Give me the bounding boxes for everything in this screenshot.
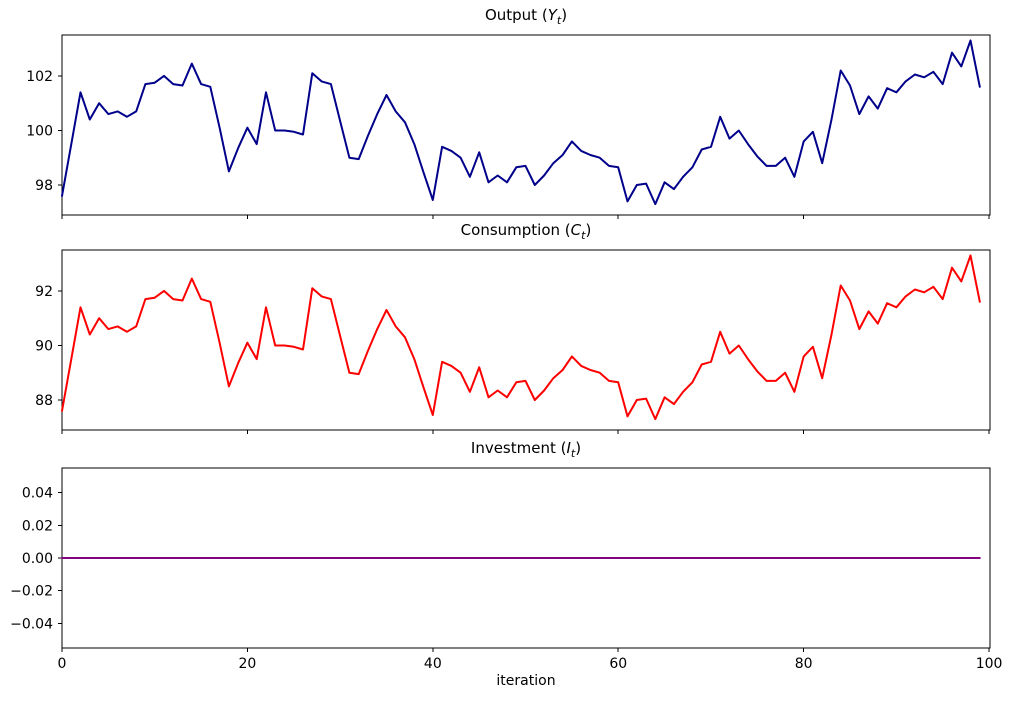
- series-line: [61, 254, 981, 421]
- title-math-var: C: [570, 221, 582, 239]
- y-tick-label: 88: [35, 393, 53, 409]
- axes-frame: [61, 249, 991, 431]
- x-tick-label: 0: [58, 656, 67, 672]
- y-tick-label: 90: [35, 338, 53, 354]
- title-text: Consumption (: [460, 221, 571, 239]
- title-math-sub: t: [570, 447, 576, 460]
- y-tick-label: 100: [26, 123, 53, 139]
- chart-title-consumption: Consumption (Ct): [62, 221, 990, 242]
- x-tick-label: 100: [976, 656, 1003, 672]
- title-math-sub: t: [556, 14, 562, 27]
- y-tick-label: 92: [35, 284, 53, 300]
- title-text: ): [575, 439, 582, 457]
- x-tick-label: 40: [424, 656, 442, 672]
- x-tick-label: 20: [239, 656, 257, 672]
- y-tick-label: 0.00: [22, 551, 53, 567]
- y-tick-label: 98: [35, 178, 53, 194]
- y-tick-label: 102: [26, 69, 53, 85]
- title-text: ): [561, 6, 568, 24]
- axes-frame: [61, 34, 991, 216]
- title-text: Investment (: [470, 439, 567, 457]
- y-tick-label: 0.04: [22, 486, 53, 502]
- title-math-var: I: [566, 439, 571, 457]
- title-math-sub: t: [581, 229, 586, 242]
- title-text: ): [585, 221, 592, 239]
- y-tick-label: −0.04: [10, 616, 53, 632]
- chart-title-investment: Investment (It): [62, 439, 990, 460]
- title-math-var: Y: [547, 6, 557, 24]
- x-tick-label: 60: [609, 656, 627, 672]
- series-line: [61, 39, 981, 206]
- title-text: Output (: [484, 6, 548, 24]
- y-tick-label: 0.02: [22, 518, 53, 534]
- x-axis-label: iteration: [496, 673, 556, 689]
- x-tick-label: 80: [795, 656, 813, 672]
- chart-title-output: Output (Yt): [62, 6, 990, 27]
- y-tick-label: −0.02: [10, 584, 53, 600]
